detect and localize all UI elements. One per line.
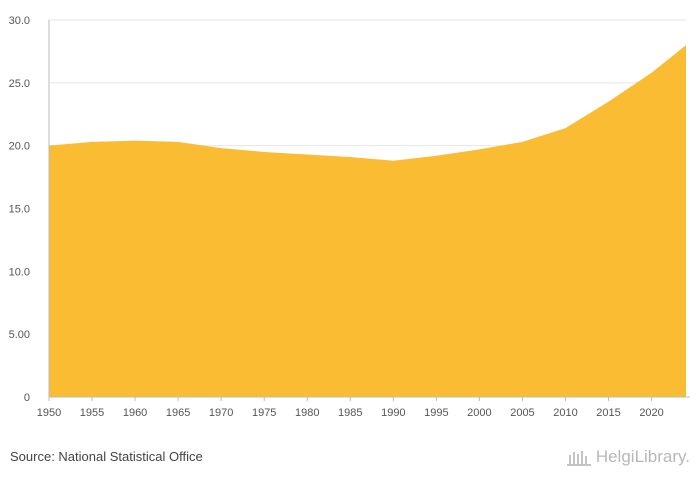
y-tick-label: 10.0 bbox=[9, 266, 30, 278]
data-point[interactable] bbox=[477, 147, 481, 151]
x-tick-label: 1965 bbox=[166, 407, 190, 419]
data-point[interactable] bbox=[348, 155, 352, 159]
source-note: Source: National Statistical Office bbox=[10, 449, 203, 464]
x-tick-label: 2020 bbox=[639, 407, 663, 419]
axes bbox=[48, 20, 690, 398]
y-axis-ticks: 0 5.00 10.0 15.0 20.0 25.0 30.0 bbox=[9, 15, 30, 404]
x-tick-label: 2010 bbox=[553, 407, 577, 419]
x-tick-label: 1980 bbox=[295, 407, 319, 419]
x-tick-label: 1950 bbox=[37, 407, 61, 419]
y-tick-label: 15.0 bbox=[9, 204, 30, 216]
data-point[interactable] bbox=[262, 150, 266, 154]
x-tick-label: 2005 bbox=[510, 407, 534, 419]
data-point[interactable] bbox=[305, 152, 309, 156]
series-layer bbox=[49, 43, 688, 398]
data-point[interactable] bbox=[650, 71, 654, 75]
data-point[interactable] bbox=[607, 100, 611, 104]
data-point[interactable] bbox=[563, 126, 567, 130]
data-point[interactable] bbox=[133, 139, 137, 143]
data-point[interactable] bbox=[176, 140, 180, 144]
brand-name: HelgiLibrary. bbox=[595, 447, 690, 466]
x-tick-label: 1990 bbox=[381, 407, 405, 419]
data-point[interactable] bbox=[520, 140, 524, 144]
x-tick-label: 1975 bbox=[252, 407, 276, 419]
y-tick-label: 5.00 bbox=[9, 329, 30, 341]
area-series-0 bbox=[49, 45, 686, 398]
x-tick-label: 1970 bbox=[209, 407, 233, 419]
y-tick-label: 25.0 bbox=[9, 78, 30, 90]
helgi-library-logo[interactable]: HelgiLibrary. bbox=[566, 447, 690, 467]
x-tick-label: 1955 bbox=[80, 407, 104, 419]
x-tick-label: 1995 bbox=[424, 407, 448, 419]
x-tick-label: 1985 bbox=[338, 407, 362, 419]
library-building-icon bbox=[566, 451, 591, 466]
data-point[interactable] bbox=[434, 154, 438, 158]
data-point[interactable] bbox=[391, 159, 395, 163]
y-tick-label: 0 bbox=[24, 392, 30, 404]
x-axis-ticks: 1950 1955 1960 1965 1970 1975 1980 1985 1990 1995… bbox=[37, 397, 664, 419]
x-tick-label: 2000 bbox=[467, 407, 491, 419]
y-tick-label: 20.0 bbox=[9, 141, 30, 153]
x-tick-label: 1960 bbox=[123, 407, 147, 419]
x-tick-label: 2015 bbox=[596, 407, 620, 419]
data-point[interactable] bbox=[219, 146, 223, 150]
data-point[interactable] bbox=[684, 43, 688, 47]
y-tick-label: 30.0 bbox=[9, 15, 30, 27]
data-point[interactable] bbox=[90, 140, 94, 144]
